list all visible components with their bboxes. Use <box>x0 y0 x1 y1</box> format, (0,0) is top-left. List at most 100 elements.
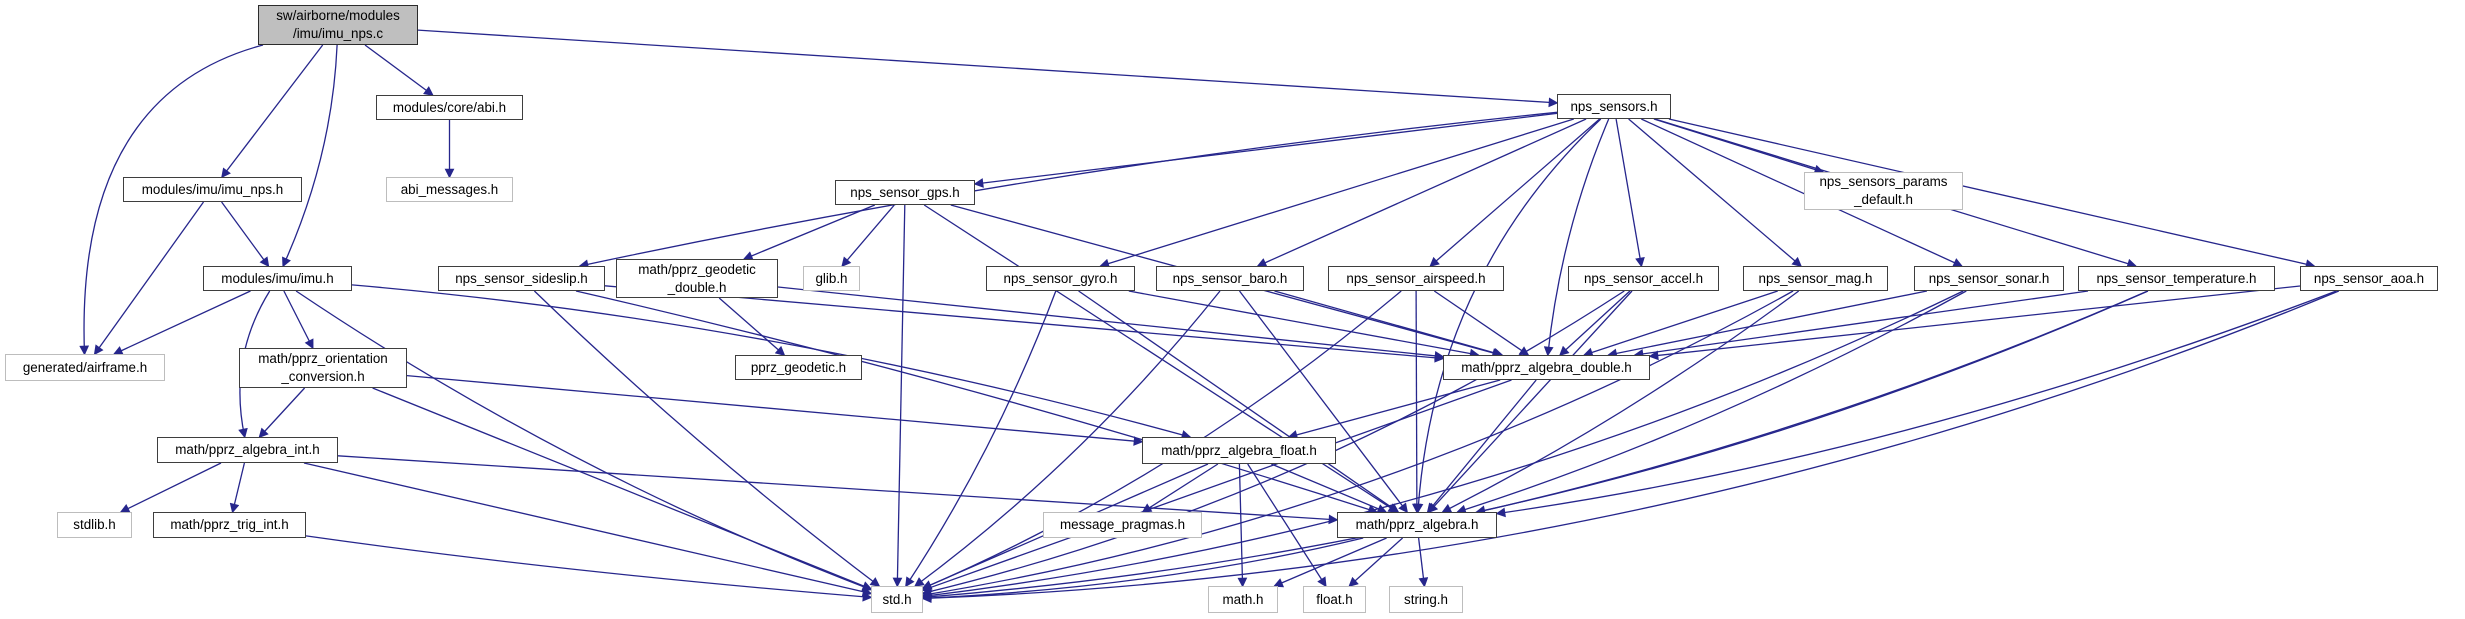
node-string-h: string.h <box>1389 586 1463 613</box>
node-label: _conversion.h <box>281 369 365 384</box>
edge-pprz-algebra-float-h-to-float-h <box>1247 463 1327 588</box>
node-float-h: float.h <box>1303 586 1366 613</box>
node-nps-sensor-airspeed-h[interactable]: nps_sensor_airspeed.h <box>1328 266 1504 291</box>
edge-pprz-algebra-float-h-to-message-pragmas-h <box>1141 463 1219 513</box>
edge-nps-sensor-airspeed-h-to-pprz-algebra-h <box>1411 290 1422 514</box>
edge-imu-h-to-pprz-orientation-conversion-h <box>283 290 314 350</box>
node-nps-sensors-h[interactable]: nps_sensors.h <box>1557 94 1671 119</box>
edge-nps-sensor-gyro-h-to-std-h <box>905 290 1057 588</box>
edge-nps-sensor-gyro-h-to-pprz-algebra-h <box>1078 290 1400 513</box>
edge-pprz-orientation-conversion-h-to-pprz-algebra-int-h <box>258 387 306 439</box>
edge-nps-sensor-accel-h-to-pprz-algebra-h <box>1427 290 1633 514</box>
node-label: nps_sensors.h <box>1570 98 1658 114</box>
edge-imu-h-to-std-h <box>295 290 873 592</box>
edge-pprz-orientation-conversion-h-to-pprz-algebra-float-h <box>406 374 1144 446</box>
edge-nps-sensor-sonar-h-to-std-h <box>921 290 1964 601</box>
edge-nps-sensors-h-to-nps-sensor-sonar-h <box>1641 118 1964 267</box>
node-label: math/pprz_orientation <box>258 351 388 367</box>
node-nps-sensor-accel-h[interactable]: nps_sensor_accel.h <box>1568 266 1719 291</box>
node-glib-h: glib.h <box>803 266 860 291</box>
node-label: math/pprz_algebra_float.h <box>1161 442 1317 458</box>
node-label: math/pprz_trig_int.h <box>170 517 289 533</box>
edge-pprz-algebra-int-h-to-pprz-algebra-h <box>337 455 1339 525</box>
node-abi-messages-h: abi_messages.h <box>386 177 513 202</box>
edge-imu-nps-c-to-imu-nps-h <box>221 44 324 179</box>
node-label: modules/imu/imu.h <box>221 270 334 286</box>
edge-nps-sensor-aoa-h-to-pprz-algebra-h <box>1495 290 2337 518</box>
edge-nps-sensor-gps-h-to-glib-h <box>841 204 895 268</box>
node-label: /imu/imu_nps.c <box>292 26 384 41</box>
edge-pprz-geodetic-double-h-to-pprz-algebra-double-h <box>777 286 1445 361</box>
node-abi-h[interactable]: modules/core/abi.h <box>376 95 523 120</box>
node-pprz-algebra-float-h[interactable]: math/pprz_algebra_float.h <box>1142 437 1336 464</box>
node-label: math/pprz_algebra_double.h <box>1461 359 1632 375</box>
node-pprz-algebra-h[interactable]: math/pprz_algebra.h <box>1337 512 1497 538</box>
node-label: math/pprz_geodetic <box>638 261 756 277</box>
node-label: nps_sensor_airspeed.h <box>1346 270 1486 286</box>
node-nps-sensor-sonar-h[interactable]: nps_sensor_sonar.h <box>1914 266 2064 291</box>
edge-nps-sensor-aoa-h-to-std-h <box>921 290 2340 604</box>
node-nps-sensor-temperature-h[interactable]: nps_sensor_temperature.h <box>2078 266 2275 291</box>
edge-nps-sensor-aoa-h-to-pprz-algebra-double-h <box>1648 285 2301 361</box>
edge-nps-sensors-h-to-nps-sensor-sideslip-h <box>578 111 1558 270</box>
edge-pprz-algebra-double-h-to-pprz-algebra-float-h <box>1287 379 1501 440</box>
edge-imu-nps-c-to-imu-h <box>282 44 338 268</box>
node-nps-sensor-gps-h[interactable]: nps_sensor_gps.h <box>835 180 975 205</box>
edge-imu-nps-h-to-imu-h <box>221 201 270 268</box>
node-message-pragmas-h: message_pragmas.h <box>1043 512 1202 538</box>
node-pprz-algebra-double-h[interactable]: math/pprz_algebra_double.h <box>1443 355 1650 380</box>
node-label: sw/airborne/modules <box>276 8 400 24</box>
node-label: modules/imu/imu_nps.h <box>141 181 284 197</box>
edge-pprz-algebra-int-h-to-stdlib-h <box>119 462 222 513</box>
edge-nps-sensors-h-to-nps-sensor-baro-h <box>1256 118 1587 268</box>
edge-nps-sensors-h-to-nps-sensor-gyro-h <box>1099 118 1574 269</box>
edge-nps-sensor-baro-h-to-pprz-algebra-h <box>1238 290 1408 514</box>
node-pprz-geodetic-h[interactable]: pprz_geodetic.h <box>735 355 862 380</box>
node-nps-sensors-params-default-h: nps_sensors_params _default.h <box>1804 172 1963 210</box>
edge-nps-sensor-gyro-h-to-pprz-algebra-double-h <box>1128 290 1480 359</box>
edge-nps-sensor-accel-h-to-std-h <box>921 290 1625 597</box>
node-nps-sensor-mag-h[interactable]: nps_sensor_mag.h <box>1743 266 1888 291</box>
node-stdlib-h: stdlib.h <box>57 512 132 538</box>
node-label: nps_sensor_accel.h <box>1583 270 1704 286</box>
node-pprz-orientation-conversion-h[interactable]: math/pprz_orientation _conversion.h <box>239 348 407 388</box>
node-label: math/pprz_algebra.h <box>1355 517 1479 533</box>
edge-pprz-algebra-int-h-to-pprz-trig-int-h <box>229 462 246 514</box>
node-label: nps_sensor_gyro.h <box>1003 270 1118 286</box>
edge-nps-sensor-baro-h-to-pprz-algebra-double-h <box>1274 290 1504 358</box>
node-label: nps_sensor_temperature.h <box>2096 270 2257 286</box>
node-label: generated/airframe.h <box>22 359 148 375</box>
node-label: nps_sensor_sideslip.h <box>455 270 588 286</box>
edge-imu-h-to-generated-airframe-h <box>112 290 251 355</box>
edge-nps-sensor-temperature-h-to-std-h <box>921 290 2149 602</box>
edge-pprz-algebra-h-to-std-h <box>921 537 1364 603</box>
edge-pprz-algebra-h-to-float-h <box>1348 537 1404 587</box>
node-nps-sensor-sideslip-h[interactable]: nps_sensor_sideslip.h <box>438 266 605 291</box>
edge-nps-sensor-airspeed-h-to-pprz-algebra-double-h <box>1433 290 1530 356</box>
node-label: nps_sensor_sonar.h <box>1928 270 2050 286</box>
node-label: math/pprz_algebra_int.h <box>175 442 320 458</box>
node-label: nps_sensor_gps.h <box>850 184 960 200</box>
edge-nps-sensors-h-to-nps-sensor-airspeed-h <box>1429 118 1601 267</box>
node-pprz-geodetic-double-h[interactable]: math/pprz_geodetic _double.h <box>616 259 778 298</box>
edge-nps-sensors-h-to-nps-sensors-params-default-h <box>1653 118 1825 175</box>
node-label: _double.h <box>667 279 727 295</box>
edge-nps-sensor-accel-h-to-pprz-algebra-double-h <box>1559 290 1631 356</box>
node-nps-sensor-gyro-h[interactable]: nps_sensor_gyro.h <box>986 266 1135 291</box>
edge-imu-nps-h-to-generated-airframe-h <box>93 201 205 356</box>
edge-nps-sensor-temperature-h-to-pprz-algebra-double-h <box>1633 290 2089 359</box>
edge-pprz-geodetic-double-h-to-pprz-geodetic-h <box>718 297 786 356</box>
node-pprz-algebra-int-h[interactable]: math/pprz_algebra_int.h <box>157 437 338 463</box>
edge-nps-sensor-sideslip-h-to-pprz-algebra-h <box>575 290 1378 515</box>
node-nps-sensor-baro-h[interactable]: nps_sensor_baro.h <box>1156 266 1304 291</box>
node-imu-nps-h[interactable]: modules/imu/imu_nps.h <box>123 177 302 202</box>
node-imu-h[interactable]: modules/imu/imu.h <box>203 266 352 291</box>
edge-nps-sensor-gps-h-to-pprz-algebra-h <box>923 204 1399 513</box>
node-nps-sensor-aoa-h[interactable]: nps_sensor_aoa.h <box>2300 266 2438 291</box>
edge-imu-nps-c-to-generated-airframe-h <box>79 44 264 356</box>
node-pprz-trig-int-h[interactable]: math/pprz_trig_int.h <box>153 512 306 538</box>
edge-nps-sensors-h-to-nps-sensor-accel-h <box>1615 118 1645 268</box>
